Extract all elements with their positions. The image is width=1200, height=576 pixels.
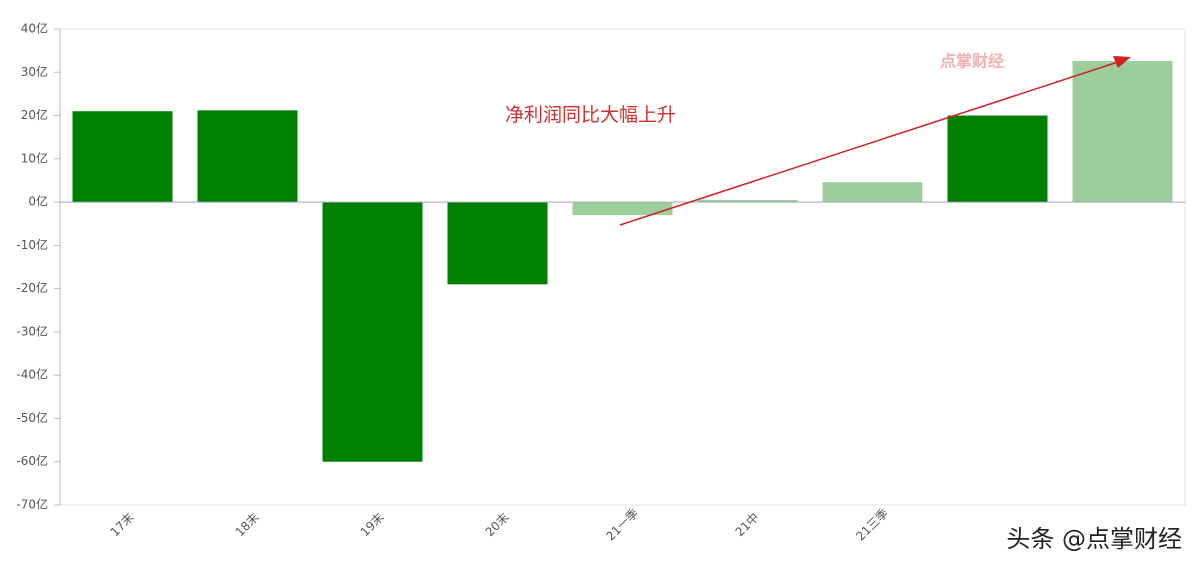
y-tick-label: -50亿	[16, 410, 48, 425]
y-tick-label: 30亿	[21, 64, 48, 79]
x-tick-label: 17末	[108, 510, 137, 539]
x-tick-label: 20末	[483, 510, 512, 539]
arrow-head	[1113, 56, 1131, 68]
x-tick-label: 21中	[732, 509, 762, 539]
x-tick-label: 21三季	[853, 506, 891, 544]
y-tick-label: -30亿	[16, 323, 48, 338]
watermark: 头条 @点掌财经	[1006, 525, 1182, 553]
bar	[197, 110, 298, 203]
logo-text: 点掌财经	[940, 52, 1004, 71]
y-tick-label: 10亿	[21, 150, 48, 165]
y-tick-label: -20亿	[16, 280, 48, 295]
y-tick-label: -10亿	[16, 237, 48, 252]
bar	[72, 111, 173, 203]
bar	[697, 199, 798, 203]
bar	[1072, 61, 1173, 203]
annotation: 净利润同比大幅上升	[505, 104, 676, 126]
y-tick-label: 20亿	[21, 107, 48, 122]
arrow-line	[619, 61, 1119, 226]
y-tick-label: -60亿	[16, 453, 48, 468]
y-tick-label: -70亿	[16, 497, 48, 512]
y-tick-label: 0亿	[28, 194, 48, 209]
x-tick-label: 19末	[358, 510, 387, 539]
bar	[322, 202, 423, 462]
bar	[822, 182, 923, 203]
x-tick-label: 21一季	[603, 506, 641, 544]
plot-frame	[59, 28, 1186, 506]
bar	[572, 202, 673, 216]
bar	[947, 115, 1048, 203]
y-tick-label: -40亿	[16, 367, 48, 382]
x-tick-label: 18末	[233, 510, 262, 539]
bar	[447, 202, 548, 285]
y-tick-label: 40亿	[21, 21, 48, 36]
